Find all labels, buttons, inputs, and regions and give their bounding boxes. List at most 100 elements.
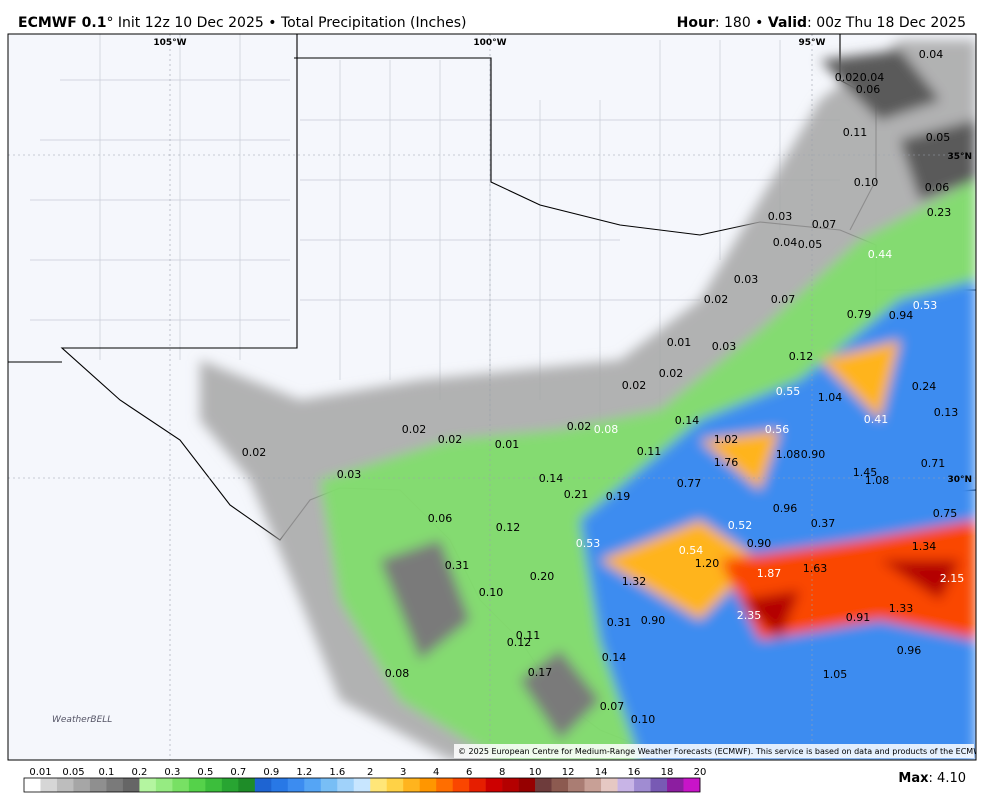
- precip-label: 0.77: [677, 477, 702, 490]
- colorbar-label: 1.2: [296, 767, 312, 778]
- colorbar-label: 0.01: [29, 767, 51, 778]
- precip-label: 0.11: [843, 126, 868, 139]
- precip-label: 0.01: [667, 336, 692, 349]
- precip-label: 0.71: [921, 457, 946, 470]
- precip-label: 0.02: [835, 71, 860, 84]
- colorbar-swatch: [24, 778, 41, 792]
- precip-label: 0.04: [919, 48, 944, 61]
- precip-label: 0.24: [912, 380, 937, 393]
- precip-label: 0.03: [712, 340, 737, 353]
- precip-label: 0.75: [933, 507, 958, 520]
- precip-label: 1.32: [622, 575, 647, 588]
- precip-label: 0.13: [934, 406, 959, 419]
- colorbar-swatch: [353, 778, 371, 792]
- precip-label: 0.14: [539, 472, 564, 485]
- precip-label: 1.08: [776, 448, 801, 461]
- colorbar-swatch: [122, 778, 140, 792]
- colorbar-swatch: [650, 778, 668, 792]
- precip-label: 1.08: [865, 474, 890, 487]
- colorbar-label: 14: [595, 767, 608, 778]
- colorbar-swatch: [40, 778, 58, 792]
- colorbar-swatch: [205, 778, 223, 792]
- colorbar-swatch: [188, 778, 206, 792]
- precip-label: 1.05: [823, 668, 848, 681]
- colorbar-label: 16: [628, 767, 641, 778]
- colorbar-swatch: [485, 778, 503, 792]
- colorbar-label: 0.9: [263, 767, 279, 778]
- colorbar-swatch: [535, 778, 552, 792]
- precip-label: 1.02: [714, 433, 739, 446]
- precip-label: 0.41: [864, 413, 889, 426]
- colorbar-swatch: [370, 778, 388, 792]
- colorbar-swatch: [56, 778, 74, 792]
- precip-label: 0.02: [622, 379, 647, 392]
- colorbar-label: 0.2: [131, 767, 147, 778]
- precip-label: 0.07: [812, 218, 837, 231]
- colorbar-label: 0.3: [164, 767, 180, 778]
- precip-label: 0.10: [479, 586, 504, 599]
- colorbar-swatch: [452, 778, 470, 792]
- precip-label: 0.02: [402, 423, 427, 436]
- precip-label: 0.53: [913, 299, 938, 312]
- colorbar-label: 8: [499, 767, 505, 778]
- precip-label: 0.02: [704, 293, 729, 306]
- colorbar-swatch: [634, 778, 651, 792]
- precip-label: 0.96: [773, 502, 798, 515]
- gridline-label: 30°N: [947, 475, 972, 485]
- gridline-label: 35°N: [947, 152, 972, 162]
- precip-label: 0.06: [925, 181, 950, 194]
- colorbar-label: 0.7: [230, 767, 246, 778]
- copyright: © 2025 European Centre for Medium-Range …: [458, 747, 984, 756]
- precip-label: 0.04: [860, 71, 885, 84]
- colorbar-swatch: [287, 778, 305, 792]
- colorbar-swatch: [403, 778, 421, 792]
- colorbar-swatch: [617, 778, 635, 792]
- colorbar-swatch: [254, 778, 272, 792]
- precip-label: 0.31: [607, 616, 632, 629]
- colorbar-swatch: [320, 778, 338, 792]
- precip-label: 0.02: [567, 420, 592, 433]
- gridline-label: 100°W: [473, 38, 506, 48]
- precip-label: 0.54: [679, 544, 704, 557]
- precip-label: 0.06: [856, 83, 881, 96]
- precip-label: 0.06: [428, 512, 453, 525]
- precip-label: 0.07: [771, 293, 796, 306]
- precip-label: 0.03: [337, 468, 362, 481]
- precip-label: 2.35: [737, 609, 762, 622]
- precip-label: 0.02: [438, 433, 463, 446]
- gridline-label: 95°W: [799, 38, 826, 48]
- colorbar-label: 1.6: [329, 767, 345, 778]
- precip-label: 0.17: [528, 666, 553, 679]
- colorbar-swatch: [221, 778, 239, 792]
- colorbar-label: 10: [529, 767, 542, 778]
- precip-label: 0.23: [927, 206, 952, 219]
- precip-label: 0.31: [445, 559, 470, 572]
- precip-label: 0.91: [846, 611, 871, 624]
- precip-label: 0.53: [576, 537, 601, 550]
- colorbar-swatch: [106, 778, 124, 792]
- precip-label: 2.15: [940, 572, 965, 585]
- precip-label: 0.90: [641, 614, 666, 627]
- logo: WeatherBELL: [52, 715, 112, 725]
- precip-label: 0.12: [789, 350, 814, 363]
- precip-label: 0.12: [507, 636, 532, 649]
- precip-label: 0.79: [847, 308, 872, 321]
- precip-label: 0.19: [606, 490, 631, 503]
- precip-label: 0.07: [600, 700, 625, 713]
- colorbar-swatch: [304, 778, 322, 792]
- precip-label: 1.34: [912, 540, 937, 553]
- colorbar-swatch: [271, 778, 289, 792]
- colorbar-label: 20: [694, 767, 707, 778]
- colorbar-label: 18: [661, 767, 674, 778]
- colorbar-swatch: [683, 778, 701, 792]
- colorbar-label: 0.5: [197, 767, 213, 778]
- precip-label: 0.05: [926, 131, 951, 144]
- precip-label: 0.20: [530, 570, 555, 583]
- precip-label: 1.04: [818, 391, 843, 404]
- colorbar-swatch: [551, 778, 569, 792]
- precip-label: 0.14: [602, 651, 627, 664]
- precip-label: 0.04: [773, 236, 798, 249]
- colorbar-swatch: [584, 778, 602, 792]
- precip-label: 0.11: [516, 629, 541, 642]
